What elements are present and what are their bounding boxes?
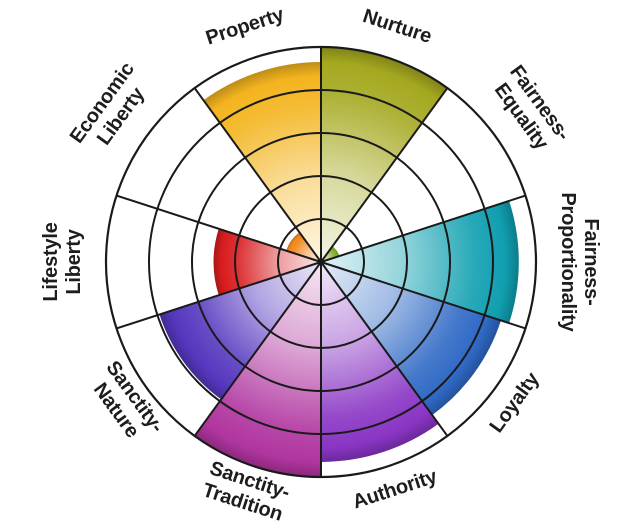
label-fairness-proportionality: Fairness- Proportionality — [556, 192, 602, 331]
label-lifestyle-liberty: Lifestyle Liberty — [40, 222, 86, 301]
grid-spoke-9 — [116, 194, 322, 263]
wedge-nurture — [321, 47, 448, 262]
wedge-fairness-proportionality — [321, 200, 519, 324]
wedge-property — [203, 62, 321, 262]
wedge-sanctity-nature — [159, 262, 321, 400]
wedge-authority — [321, 262, 439, 462]
wedge-fairness-equality — [321, 246, 340, 262]
label-line: Lifestyle — [40, 222, 62, 302]
grid-spoke-3 — [320, 194, 526, 263]
wedge-sanctity-tradition — [194, 262, 321, 477]
label-line: Fairness- — [580, 218, 602, 306]
wedge-loyalty — [321, 262, 501, 416]
grid-spoke-7 — [193, 261, 322, 437]
grid-spoke-5 — [320, 261, 449, 437]
grid-spoke-4 — [320, 261, 526, 330]
wedge-lifestyle-liberty — [213, 228, 321, 296]
polar-grid — [104, 45, 538, 479]
grid-spoke-8 — [116, 261, 322, 330]
wedge-layer — [159, 47, 519, 477]
grid-spoke-10 — [193, 87, 322, 263]
label-line: Liberty — [63, 229, 85, 295]
grid-spoke-2 — [320, 87, 449, 263]
wedge-economic-liberty — [286, 232, 321, 262]
label-line: Proportionality — [557, 192, 579, 332]
